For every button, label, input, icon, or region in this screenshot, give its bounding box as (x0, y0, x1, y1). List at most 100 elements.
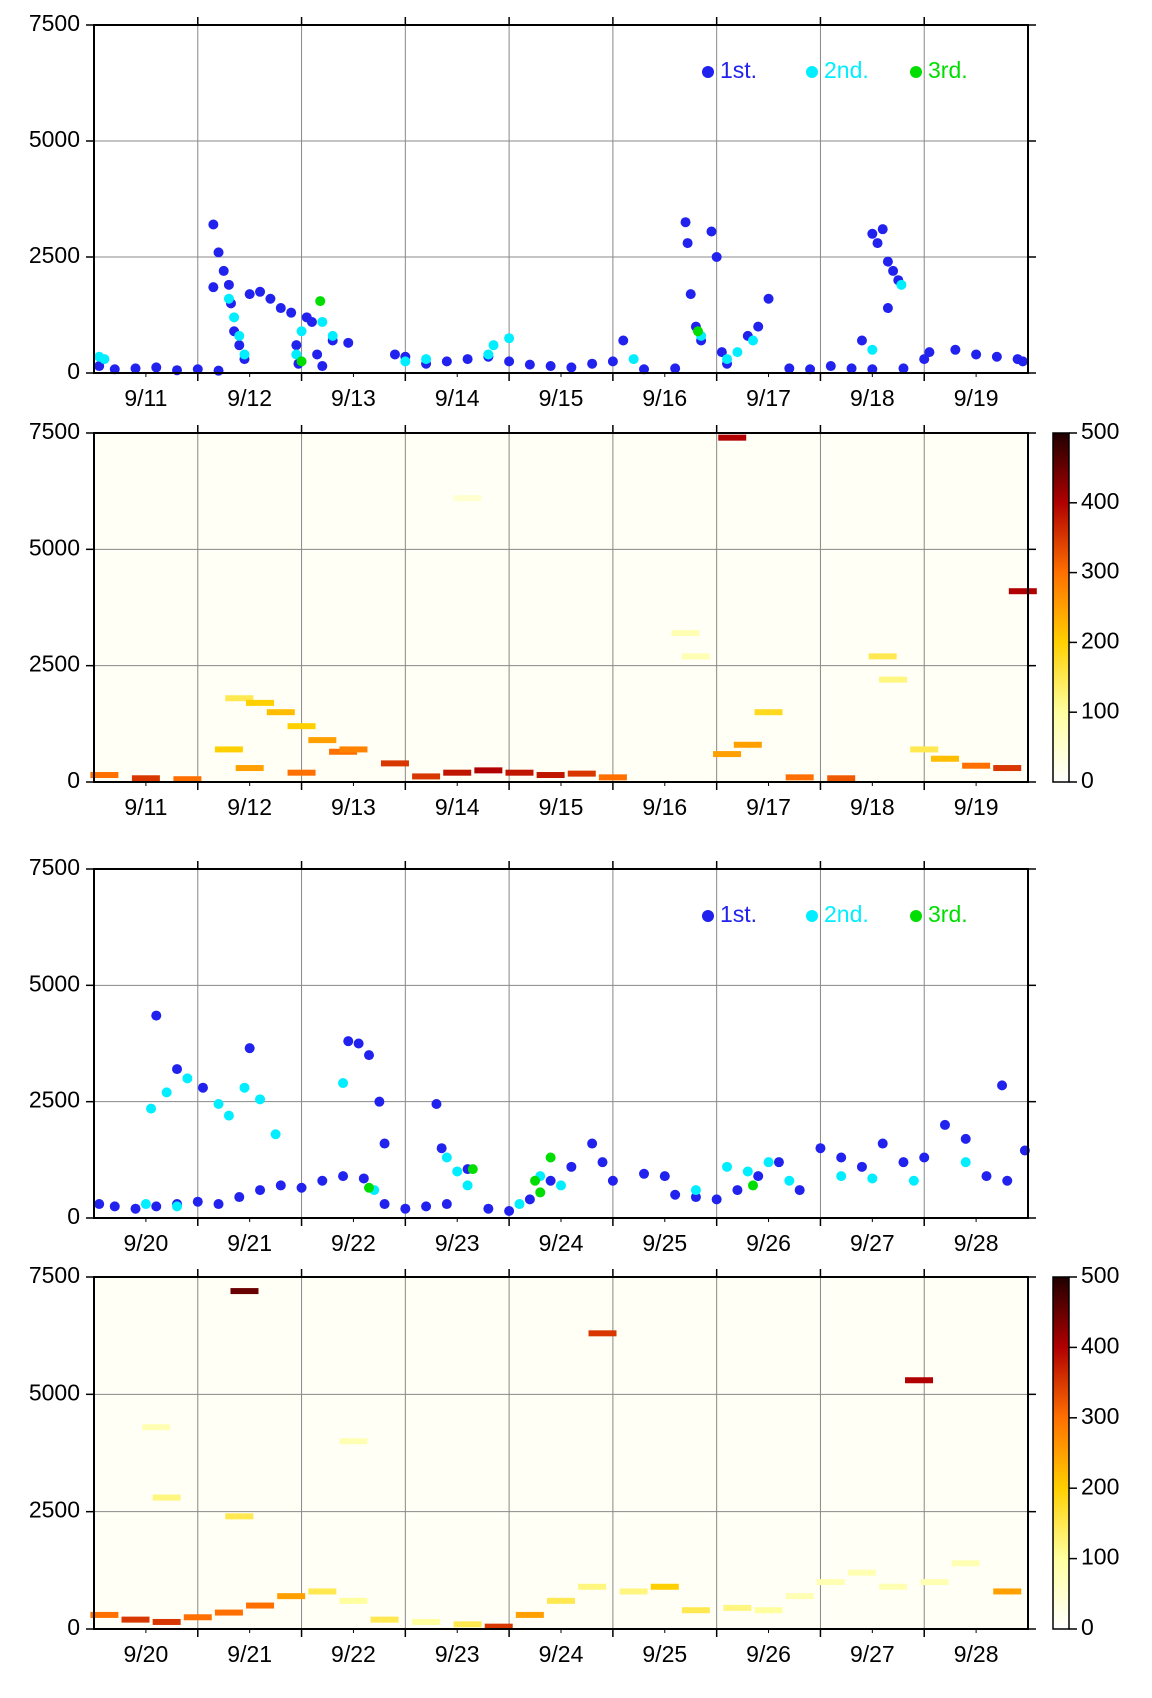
point (306, 316, 317, 327)
cell (90, 1611, 119, 1618)
x-tick-label: 9/18 (850, 385, 895, 411)
x-tick-label: 9/19 (954, 385, 999, 411)
cell (671, 630, 700, 637)
cell (733, 741, 762, 748)
point (514, 1199, 525, 1210)
x-tick-label: 9/26 (746, 1230, 791, 1256)
cell (339, 1438, 368, 1445)
x-tick-label: 9/19 (954, 794, 999, 820)
point (716, 347, 727, 358)
y-tick-label: 5000 (29, 126, 80, 152)
point (753, 1171, 764, 1182)
point (504, 356, 515, 367)
point (244, 289, 255, 300)
cell (90, 772, 119, 779)
cell (578, 1583, 607, 1590)
point (711, 252, 722, 262)
point (161, 1087, 172, 1098)
cell (121, 1616, 150, 1623)
cell (547, 1597, 575, 1604)
cell (412, 1618, 441, 1625)
cell (930, 755, 959, 762)
point (140, 1199, 151, 1210)
point (670, 1189, 681, 1200)
y-tick-label: 7500 (29, 10, 80, 36)
point (229, 312, 240, 323)
point (690, 1185, 701, 1196)
y-tick-label: 0 (67, 358, 80, 384)
point (234, 340, 245, 351)
cell (827, 775, 856, 782)
point (483, 1203, 494, 1214)
cell (142, 1424, 171, 1431)
cell (681, 653, 710, 660)
cell (619, 1588, 648, 1595)
point (742, 1166, 753, 1177)
point (400, 356, 411, 367)
point (856, 1161, 867, 1172)
cell (484, 1623, 513, 1630)
plot-frame (93, 432, 1029, 783)
point (950, 344, 961, 355)
point (270, 1129, 281, 1140)
point (441, 1152, 452, 1163)
point (338, 1171, 349, 1182)
point (896, 279, 907, 290)
point (213, 1199, 224, 1210)
point (94, 1199, 105, 1210)
y-tick-label: 7500 (29, 1262, 80, 1288)
point (151, 1010, 162, 1021)
legend-marker (910, 66, 922, 78)
x-tick-label: 9/14 (435, 385, 480, 411)
x-tick-label: 9/28 (954, 1641, 999, 1667)
point (784, 1175, 795, 1186)
point (639, 364, 650, 375)
colorbar-label: 500 (1081, 418, 1119, 444)
point (192, 364, 203, 375)
point (296, 1182, 307, 1193)
point (441, 1199, 452, 1210)
point (971, 349, 982, 360)
cell (308, 1588, 337, 1595)
cell (443, 769, 472, 776)
point (763, 1157, 774, 1168)
cell (713, 751, 742, 758)
x-tick-label: 9/11 (124, 385, 167, 411)
plot-frame (93, 1276, 1029, 1630)
cell (536, 772, 565, 779)
cell (515, 1611, 544, 1618)
cell (183, 1614, 212, 1621)
point (867, 344, 878, 355)
point (94, 361, 105, 372)
plot-frame (93, 868, 1029, 1219)
point (763, 293, 774, 304)
point (722, 354, 733, 365)
cell (453, 495, 482, 502)
x-tick-label: 9/11 (124, 794, 167, 820)
cell (380, 760, 409, 767)
point (732, 1185, 743, 1196)
point (846, 363, 857, 374)
point (882, 256, 893, 267)
cell (214, 1609, 243, 1616)
x-tick-label: 9/24 (539, 1641, 584, 1667)
point (364, 1182, 375, 1193)
y-tick-label: 5000 (29, 970, 80, 996)
legend-marker (806, 910, 818, 922)
point (607, 356, 618, 367)
point (607, 1175, 618, 1186)
point (882, 303, 893, 314)
cell (339, 1597, 368, 1604)
colorbar-label: 500 (1081, 1262, 1119, 1288)
cell (754, 1607, 783, 1614)
x-tick-label: 9/21 (227, 1641, 272, 1667)
point (784, 363, 795, 374)
point (317, 1175, 328, 1186)
cell (718, 434, 747, 441)
cell (879, 676, 908, 683)
point (991, 351, 1002, 362)
point (706, 226, 717, 237)
cell (266, 709, 295, 716)
